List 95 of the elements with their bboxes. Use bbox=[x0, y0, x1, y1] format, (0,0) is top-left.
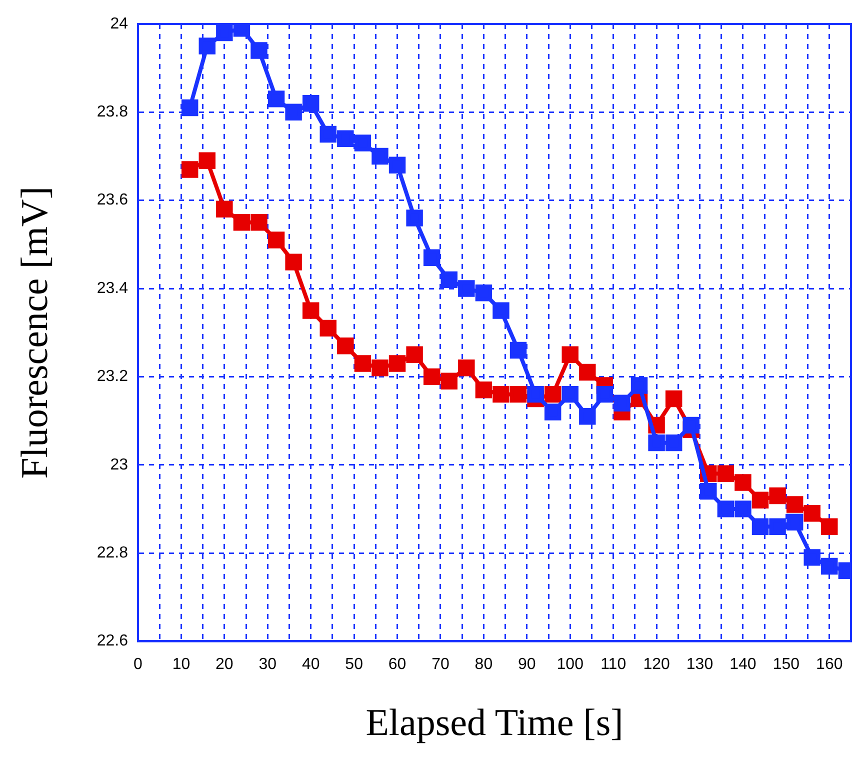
point bbox=[423, 368, 440, 386]
y-tick-label: 23.8 bbox=[96, 104, 128, 121]
point bbox=[475, 284, 492, 302]
x-tick-label: 90 bbox=[518, 656, 536, 674]
y-tick-label: 23 bbox=[110, 456, 128, 474]
point bbox=[786, 514, 804, 531]
point bbox=[734, 474, 752, 491]
x-tick-label: 40 bbox=[302, 656, 320, 674]
x-tick-label: 60 bbox=[388, 656, 406, 674]
x-tick-label: 130 bbox=[686, 656, 714, 674]
point bbox=[527, 386, 544, 403]
point bbox=[181, 161, 198, 178]
point bbox=[320, 320, 336, 337]
point bbox=[769, 487, 786, 504]
point bbox=[198, 38, 216, 54]
point bbox=[544, 404, 562, 420]
point bbox=[354, 355, 372, 372]
x-tick-label: 150 bbox=[772, 656, 800, 674]
point bbox=[354, 134, 372, 152]
point bbox=[786, 496, 804, 513]
point bbox=[734, 500, 752, 518]
point bbox=[544, 386, 562, 403]
point bbox=[337, 130, 354, 147]
point bbox=[700, 482, 717, 500]
y-tick-label: 23.2 bbox=[96, 368, 128, 386]
point bbox=[821, 558, 838, 575]
x-tick-label: 20 bbox=[216, 656, 234, 674]
x-tick-label: 80 bbox=[474, 656, 493, 674]
point bbox=[216, 24, 233, 42]
point bbox=[630, 377, 648, 394]
point bbox=[181, 99, 198, 116]
point bbox=[337, 337, 354, 354]
point bbox=[372, 360, 388, 376]
x-tick-label: 100 bbox=[556, 656, 584, 674]
point bbox=[717, 500, 734, 518]
x-tick-label: 10 bbox=[172, 656, 190, 674]
x-axis-title: Elapsed Time [s] bbox=[366, 702, 624, 744]
y-tick-label: 23.4 bbox=[96, 280, 128, 297]
point bbox=[268, 90, 285, 108]
point bbox=[614, 394, 630, 412]
point bbox=[198, 152, 216, 170]
point bbox=[406, 210, 423, 226]
point bbox=[268, 232, 285, 248]
x-tick-label: 70 bbox=[432, 656, 450, 674]
x-tick-label: 30 bbox=[258, 656, 277, 674]
point bbox=[717, 465, 734, 482]
point bbox=[821, 518, 838, 535]
y-tick-label: 24 bbox=[110, 15, 128, 32]
point bbox=[804, 549, 820, 566]
point bbox=[216, 200, 233, 218]
point bbox=[665, 434, 682, 452]
point bbox=[285, 104, 302, 121]
point bbox=[320, 126, 336, 143]
point bbox=[579, 364, 596, 381]
point bbox=[492, 386, 510, 403]
y-tick-label: 22.6 bbox=[96, 632, 128, 650]
point bbox=[752, 492, 769, 508]
point bbox=[458, 360, 475, 376]
point bbox=[579, 408, 596, 425]
x-tick-label: 120 bbox=[643, 656, 670, 674]
point bbox=[440, 271, 458, 288]
point bbox=[769, 518, 786, 535]
point bbox=[492, 302, 510, 319]
y-tick-label: 23.6 bbox=[96, 192, 128, 209]
point bbox=[752, 518, 769, 535]
point bbox=[302, 94, 320, 112]
point bbox=[250, 42, 268, 59]
x-tick-label: 0 bbox=[134, 656, 143, 674]
point bbox=[233, 214, 250, 231]
point bbox=[302, 302, 320, 319]
point bbox=[388, 355, 406, 372]
x-tick-label: 50 bbox=[345, 656, 364, 674]
point bbox=[562, 386, 578, 403]
point bbox=[406, 346, 423, 364]
point bbox=[285, 254, 302, 270]
point bbox=[423, 249, 440, 266]
point bbox=[682, 416, 700, 434]
y-tick-label: 22.8 bbox=[96, 544, 128, 562]
point bbox=[510, 342, 527, 359]
y-axis-title: Fluorescence [mV] bbox=[14, 186, 56, 479]
point bbox=[510, 386, 527, 403]
point bbox=[596, 386, 614, 403]
point bbox=[388, 156, 406, 174]
point bbox=[804, 504, 820, 522]
point bbox=[648, 434, 665, 452]
point bbox=[665, 390, 682, 408]
point bbox=[475, 382, 492, 398]
point bbox=[250, 214, 268, 231]
point bbox=[458, 280, 475, 297]
x-tick-label: 140 bbox=[730, 656, 756, 674]
point bbox=[562, 346, 578, 364]
point bbox=[372, 148, 388, 165]
x-tick-label: 110 bbox=[600, 656, 626, 674]
point bbox=[440, 372, 458, 390]
x-tick-label: 160 bbox=[816, 656, 843, 674]
